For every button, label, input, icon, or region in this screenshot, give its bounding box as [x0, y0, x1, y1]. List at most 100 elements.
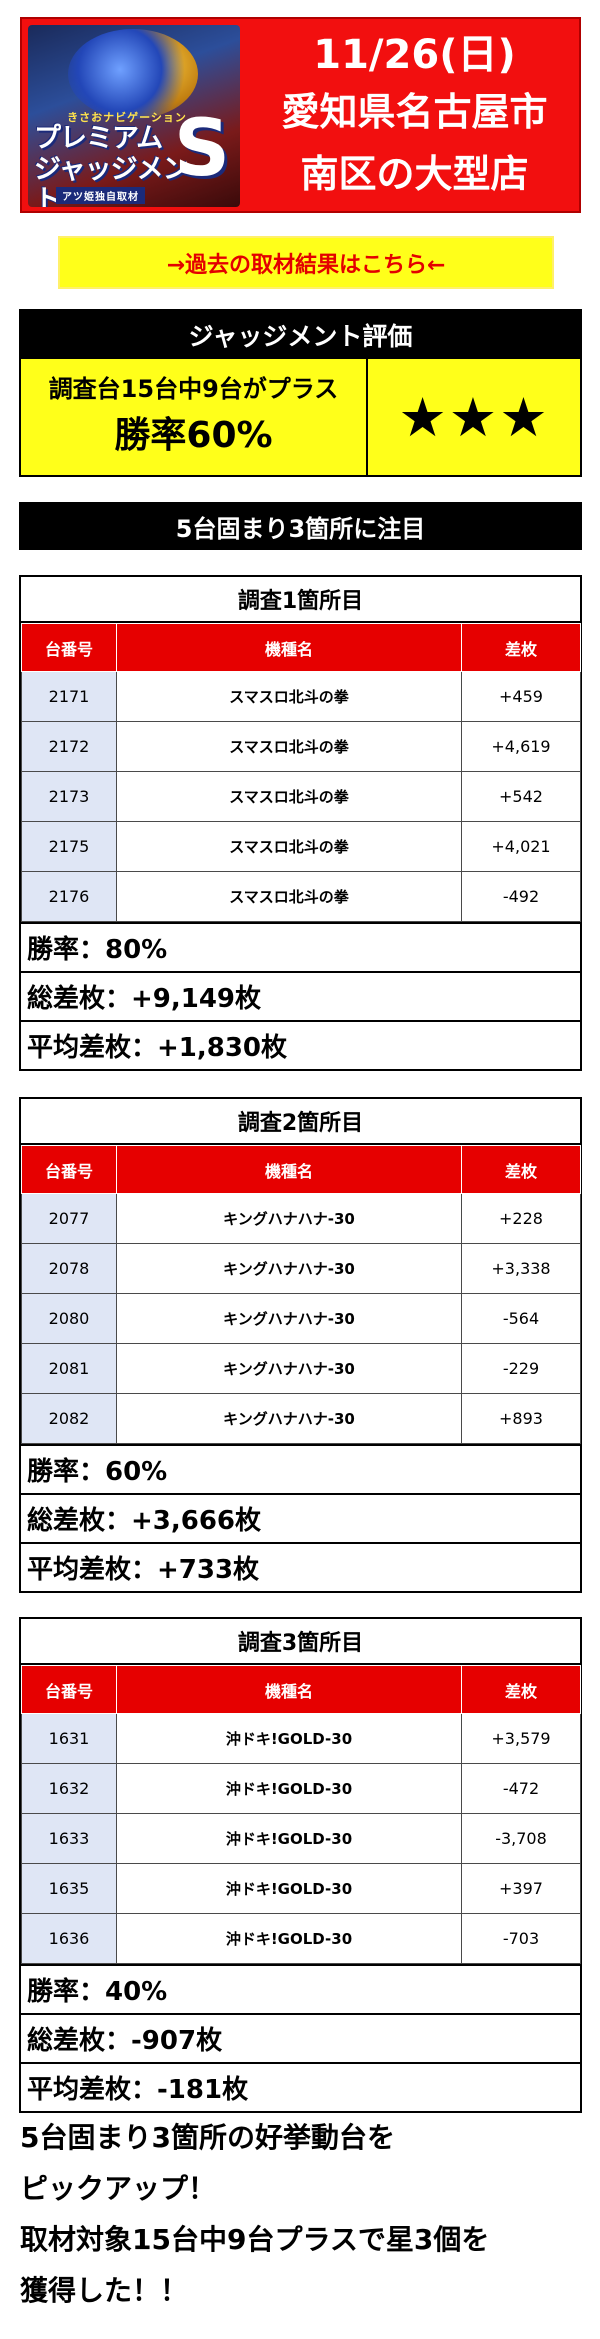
judgement-summary: 調査台15台中9台がプラス 勝率60% — [21, 359, 368, 475]
model-name: スマスロ北斗の拳 — [116, 671, 462, 722]
survey-table: 台番号 機種名 差枚 2171 スマスロ北斗の拳 +459 2172 スマスロ北… — [21, 623, 581, 922]
summary-line: ピックアップ！ — [20, 2172, 217, 2205]
machine-no: 2077 — [21, 1193, 117, 1244]
judgement-box: ジャッジメント評価 調査台15台中9台がプラス 勝率60% ★★★ — [19, 309, 582, 477]
column-machine-no: 台番号 — [21, 1145, 117, 1194]
diff-value: -703 — [461, 1913, 581, 1964]
column-diff: 差枚 — [461, 1665, 581, 1714]
table-row: 2080 キングハナハナ-30 -564 — [21, 1293, 581, 1344]
machine-no: 2173 — [21, 771, 117, 822]
machine-no: 2078 — [21, 1243, 117, 1294]
table-row: 1635 沖ドキ!GOLD-30 +397 — [21, 1863, 581, 1914]
table-row: 2173 スマスロ北斗の拳 +542 — [21, 771, 581, 822]
machine-no: 2172 — [21, 721, 117, 772]
model-name: キングハナハナ-30 — [116, 1193, 462, 1244]
survey-title: 調査3箇所目 — [21, 1619, 580, 1665]
survey-total: 総差枚：-907枚 — [21, 2013, 580, 2062]
model-name: 沖ドキ!GOLD-30 — [116, 1863, 462, 1914]
premium-judgement-logo: きさおナビゲーション プレミアム ジャッジメント S アツ姫独自取材 — [28, 25, 240, 207]
diff-value: -3,708 — [461, 1813, 581, 1864]
logo-tag: アツ姫独自取材 — [56, 187, 145, 204]
table-row: 2082 キングハナハナ-30 +893 — [21, 1393, 581, 1444]
diff-value: +3,579 — [461, 1713, 581, 1764]
machine-no: 1636 — [21, 1913, 117, 1964]
diff-value: -564 — [461, 1293, 581, 1344]
survey-average: 平均差枚：+1,830枚 — [21, 1020, 580, 1069]
survey-average: 平均差枚：+733枚 — [21, 1542, 580, 1591]
logo-big-letter: S — [173, 104, 230, 194]
judgement-title: ジャッジメント評価 — [21, 311, 580, 359]
logo-name-line1: プレミアム — [34, 123, 163, 154]
model-name: スマスロ北斗の拳 — [116, 721, 462, 772]
survey-total: 総差枚：+9,149枚 — [21, 971, 580, 1020]
logo-name-line2: ジャッジメント — [34, 154, 190, 207]
table-row: 2172 スマスロ北斗の拳 +4,619 — [21, 721, 581, 772]
diff-value: -229 — [461, 1343, 581, 1394]
diff-value: +397 — [461, 1863, 581, 1914]
table-row: 1631 沖ドキ!GOLD-30 +3,579 — [21, 1713, 581, 1764]
table-row: 2077 キングハナハナ-30 +228 — [21, 1193, 581, 1244]
judgement-win-rate: 勝率60% — [114, 415, 273, 456]
machine-no: 2081 — [21, 1343, 117, 1394]
table-header-row: 台番号 機種名 差枚 — [21, 1665, 581, 1714]
survey-table: 台番号 機種名 差枚 1631 沖ドキ!GOLD-30 +3,579 1632 … — [21, 1665, 581, 1964]
survey-title: 調査1箇所目 — [21, 577, 580, 623]
event-date: 11/26(日) — [313, 32, 516, 78]
judgement-summary-line: 調査台15台中9台がプラス — [48, 375, 339, 403]
table-row: 2175 スマスロ北斗の拳 +4,021 — [21, 821, 581, 872]
survey-3: 調査3箇所目 台番号 機種名 差枚 1631 沖ドキ!GOLD-30 +3,57… — [19, 1617, 582, 2113]
machine-no: 1631 — [21, 1713, 117, 1764]
model-name: スマスロ北斗の拳 — [116, 871, 462, 922]
table-row: 2078 キングハナハナ-30 +3,338 — [21, 1243, 581, 1294]
judgement-body: 調査台15台中9台がプラス 勝率60% ★★★ — [21, 359, 580, 475]
machine-no: 2175 — [21, 821, 117, 872]
model-name: 沖ドキ!GOLD-30 — [116, 1913, 462, 1964]
column-model: 機種名 — [116, 623, 462, 672]
survey-table: 台番号 機種名 差枚 2077 キングハナハナ-30 +228 2078 キング… — [21, 1145, 581, 1444]
model-name: スマスロ北斗の拳 — [116, 821, 462, 872]
column-machine-no: 台番号 — [21, 1665, 117, 1714]
diff-value: +4,619 — [461, 721, 581, 772]
column-diff: 差枚 — [461, 1145, 581, 1194]
table-header-row: 台番号 機種名 差枚 — [21, 623, 581, 672]
diff-value: +459 — [461, 671, 581, 722]
diff-value: +228 — [461, 1193, 581, 1244]
logo-name: プレミアム ジャッジメント — [34, 123, 204, 207]
model-name: キングハナハナ-30 — [116, 1243, 462, 1294]
summary-text: 5台固まり3箇所の好挙動台を ピックアップ！ 取材対象15台中9台プラスで星3個… — [20, 2112, 580, 2316]
survey-2: 調査2箇所目 台番号 機種名 差枚 2077 キングハナハナ-30 +228 2… — [19, 1097, 582, 1593]
summary-line: 5台固まり3箇所の好挙動台を — [20, 2121, 395, 2154]
table-header-row: 台番号 機種名 差枚 — [21, 1145, 581, 1194]
diff-value: +4,021 — [461, 821, 581, 872]
diff-value: -492 — [461, 871, 581, 922]
machine-no: 1635 — [21, 1863, 117, 1914]
survey-title: 調査2箇所目 — [21, 1099, 580, 1145]
diff-value: +893 — [461, 1393, 581, 1444]
model-name: キングハナハナ-30 — [116, 1393, 462, 1444]
machine-no: 2082 — [21, 1393, 117, 1444]
survey-1: 調査1箇所目 台番号 機種名 差枚 2171 スマスロ北斗の拳 +459 217… — [19, 575, 582, 1071]
table-row: 2081 キングハナハナ-30 -229 — [21, 1343, 581, 1394]
survey-average: 平均差枚：-181枚 — [21, 2062, 580, 2111]
column-model: 機種名 — [116, 1145, 462, 1194]
machine-no: 1633 — [21, 1813, 117, 1864]
model-name: 沖ドキ!GOLD-30 — [116, 1713, 462, 1764]
column-diff: 差枚 — [461, 623, 581, 672]
summary-line: 取材対象15台中9台プラスで星3個を — [20, 2223, 490, 2256]
column-machine-no: 台番号 — [21, 623, 117, 672]
table-row: 2176 スマスロ北斗の拳 -492 — [21, 871, 581, 922]
model-name: 沖ドキ!GOLD-30 — [116, 1763, 462, 1814]
table-row: 1632 沖ドキ!GOLD-30 -472 — [21, 1763, 581, 1814]
survey-win-rate: 勝率：80% — [21, 922, 580, 971]
header-banner: きさおナビゲーション プレミアム ジャッジメント S アツ姫独自取材 11/26… — [20, 17, 581, 213]
model-name: 沖ドキ!GOLD-30 — [116, 1813, 462, 1864]
focus-title: 5台固まり3箇所に注目 — [19, 502, 582, 550]
mascot-illustration — [68, 29, 198, 119]
table-row: 1633 沖ドキ!GOLD-30 -3,708 — [21, 1813, 581, 1864]
machine-no: 1632 — [21, 1763, 117, 1814]
past-results-link[interactable]: →過去の取材結果はこちら← — [58, 236, 554, 289]
diff-value: +3,338 — [461, 1243, 581, 1294]
summary-line: 獲得した！！ — [20, 2274, 189, 2307]
survey-win-rate: 勝率：40% — [21, 1964, 580, 2013]
machine-no: 2176 — [21, 871, 117, 922]
